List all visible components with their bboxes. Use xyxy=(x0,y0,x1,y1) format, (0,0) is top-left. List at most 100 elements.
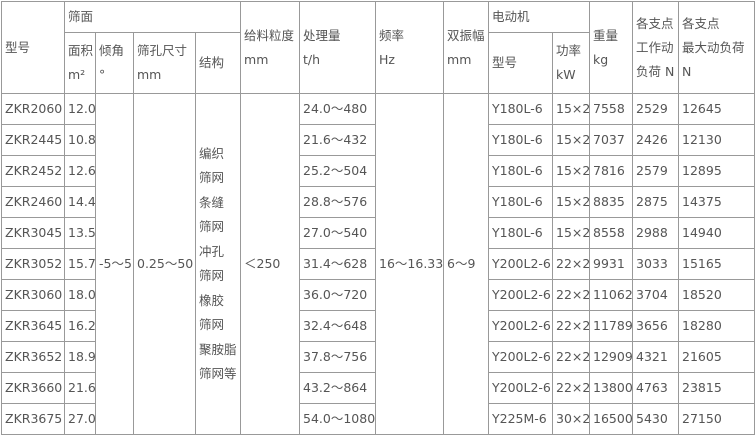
cell-capacity: 21.6～432 xyxy=(299,124,377,156)
cell-weight: 9931 xyxy=(589,248,634,280)
table-row: ZKR2460 14.4 28.8～576 Y180L-6 15×2 8835 2875 14… xyxy=(1,186,755,218)
structure-line: 筛网等 xyxy=(199,366,237,381)
cell-power: 22×2 xyxy=(552,310,591,342)
cell-power: 15×2 xyxy=(552,217,591,249)
cell-model: ZKR2460 xyxy=(1,186,65,218)
cell-power: 15×2 xyxy=(552,186,591,218)
structure-line: 编织 xyxy=(199,145,225,161)
cell-weight: 7816 xyxy=(589,155,634,187)
cell-max-load: 12645 xyxy=(678,93,755,125)
cell-model: ZKR3645 xyxy=(1,310,65,342)
cell-model: ZKR3652 xyxy=(1,341,65,373)
header-area: 面积 m² xyxy=(64,32,96,94)
cell-weight: 7037 xyxy=(589,124,634,156)
cell-area: 12.0 xyxy=(64,93,96,125)
cell-motor-model: Y180L-6 xyxy=(488,217,554,249)
cell-weight: 11789 xyxy=(589,310,634,342)
cell-work-load: 4763 xyxy=(632,372,680,404)
cell-structure: 编织 筛网 条缝 筛网 冲孔 筛网 橡胶 筛网 聚胺脂 筛网等 xyxy=(194,93,242,435)
header-power: 功率 kW xyxy=(552,32,591,94)
table-row: ZKR3675 27.0 54.0～1080 Y225M-6 30×2 16500 5430… xyxy=(1,403,755,435)
cell-area: 18.9 xyxy=(64,341,96,373)
cell-motor-model: Y180L-6 xyxy=(488,155,554,187)
cell-max-load: 14375 xyxy=(678,186,755,218)
cell-weight: 11062 xyxy=(589,279,634,311)
cell-work-load: 3033 xyxy=(632,248,680,280)
cell-power: 30×2 xyxy=(552,403,591,435)
cell-weight: 8558 xyxy=(589,217,634,249)
cell-frequency: 16～16.33 xyxy=(375,93,445,435)
cell-capacity: 24.0～480 xyxy=(299,93,377,125)
header-structure: 结构 xyxy=(194,32,242,94)
table-row: ZKR3045 13.5 27.0～540 Y180L-6 15×2 8558 2988 14… xyxy=(1,217,755,249)
cell-model: ZKR3060 xyxy=(1,279,65,311)
cell-power: 15×2 xyxy=(552,124,591,156)
cell-max-load: 12130 xyxy=(678,124,755,156)
cell-max-load: 14940 xyxy=(678,217,755,249)
cell-aperture: 0.25～50 xyxy=(133,93,196,435)
cell-work-load: 3656 xyxy=(632,310,680,342)
header-screen: 筛面 xyxy=(63,1,242,33)
cell-feed-size: ＜250 xyxy=(240,93,301,435)
structure-line: 筛网 xyxy=(199,219,225,234)
cell-max-load: 18280 xyxy=(678,310,755,342)
cell-capacity: 37.8～756 xyxy=(299,341,377,373)
cell-model: ZKR2445 xyxy=(1,124,65,156)
cell-motor-model: Y200L2-6 xyxy=(488,341,554,373)
structure-line: 橡胶 xyxy=(199,292,225,308)
cell-weight: 12909 xyxy=(589,341,634,373)
header-capacity: 处理量 t/h xyxy=(299,1,377,94)
cell-area: 15.7 xyxy=(64,248,96,280)
cell-max-load: 27150 xyxy=(678,403,755,435)
header-weight: 重量 kg xyxy=(589,1,634,94)
cell-power: 15×2 xyxy=(552,155,591,187)
cell-power: 22×2 xyxy=(552,341,591,373)
header-motor-model: 型号 xyxy=(488,32,554,94)
cell-motor-model: Y200L2-6 xyxy=(488,310,554,342)
cell-max-load: 18520 xyxy=(678,279,755,311)
cell-max-load: 15165 xyxy=(678,248,755,280)
cell-area: 27.0 xyxy=(64,403,96,435)
table-row: ZKR2445 10.8 21.6～432 Y180L-6 15×2 7037 2426 12… xyxy=(1,124,755,156)
cell-area: 16.2 xyxy=(64,310,96,342)
table-row: ZKR3652 18.9 37.8～756 Y200L2-6 22×2 12909 4321… xyxy=(1,341,755,373)
cell-power: 22×2 xyxy=(552,279,591,311)
cell-area: 14.4 xyxy=(64,186,96,218)
header-frequency: 频率 Hz xyxy=(375,1,445,94)
cell-power: 15×2 xyxy=(552,93,591,125)
structure-line: 条缝 xyxy=(199,194,225,210)
cell-motor-model: Y200L2-6 xyxy=(488,248,554,280)
header-motor: 电动机 xyxy=(488,1,591,33)
cell-max-load: 12895 xyxy=(678,155,755,187)
cell-capacity: 28.8～576 xyxy=(299,186,377,218)
header-feed-size: 给料粒度 mm xyxy=(240,1,301,94)
structure-line: 筛网 xyxy=(199,268,225,283)
structure-line: 筛网 xyxy=(199,170,225,185)
cell-angle: -5～5 xyxy=(95,93,134,435)
cell-weight: 8835 xyxy=(589,186,634,218)
cell-motor-model: Y180L-6 xyxy=(488,93,554,125)
cell-area: 21.6 xyxy=(64,372,96,404)
cell-motor-model: Y225M-6 xyxy=(488,403,554,435)
header-angle: 倾角 ° xyxy=(95,32,134,94)
cell-motor-model: Y200L2-6 xyxy=(488,372,554,404)
table-row: ZKR3660 21.6 43.2～864 Y200L2-6 22×2 13800 4763… xyxy=(1,372,755,404)
cell-work-load: 4321 xyxy=(632,341,680,373)
cell-power: 22×2 xyxy=(552,248,591,280)
cell-work-load: 2875 xyxy=(632,186,680,218)
cell-max-load: 23815 xyxy=(678,372,755,404)
cell-model: ZKR3675 xyxy=(1,403,65,435)
cell-work-load: 2426 xyxy=(632,124,680,156)
header-work-load: 各支点 工作动 负荷 N xyxy=(632,1,680,94)
cell-area: 13.5 xyxy=(64,217,96,249)
cell-capacity: 25.2～504 xyxy=(299,155,377,187)
cell-work-load: 2988 xyxy=(632,217,680,249)
cell-amplitude: 6～9 xyxy=(443,93,490,435)
table-row: ZKR2060 12.0 -5～5 0.25～50 编织 筛网 条缝 筛网 冲孔 筛网 橡胶 筛网 聚胺… xyxy=(1,93,755,435)
cell-capacity: 43.2～864 xyxy=(299,372,377,404)
cell-model: ZKR3660 xyxy=(1,372,65,404)
table-row: ZKR2452 12.6 25.2～504 Y180L-6 15×2 7816 2579 12… xyxy=(1,155,755,187)
header-model: 型号 xyxy=(1,1,65,94)
cell-max-load: 21605 xyxy=(678,341,755,373)
